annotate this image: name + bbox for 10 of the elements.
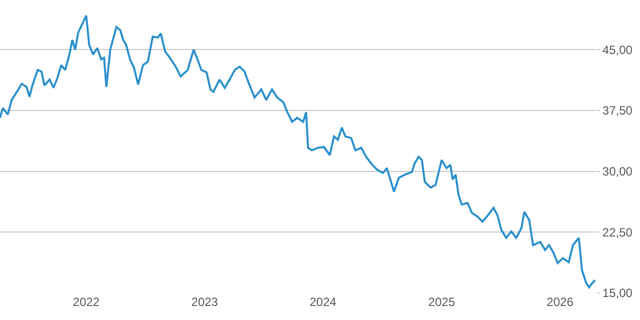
y-tick-label: 15,00 [602, 286, 633, 300]
x-tick-label: 2026 [546, 295, 574, 309]
x-tick-label: 2022 [72, 295, 100, 309]
y-tick-label: 22,50 [602, 225, 633, 240]
x-tick-label: 2025 [428, 295, 456, 309]
y-tick-label: 45,00 [602, 42, 633, 57]
y-tick-label: 30,00 [602, 164, 633, 179]
y-tick-label: 37,50 [602, 104, 633, 118]
x-tick-label: 2023 [191, 295, 218, 309]
x-tick-label: 2024 [310, 295, 337, 309]
